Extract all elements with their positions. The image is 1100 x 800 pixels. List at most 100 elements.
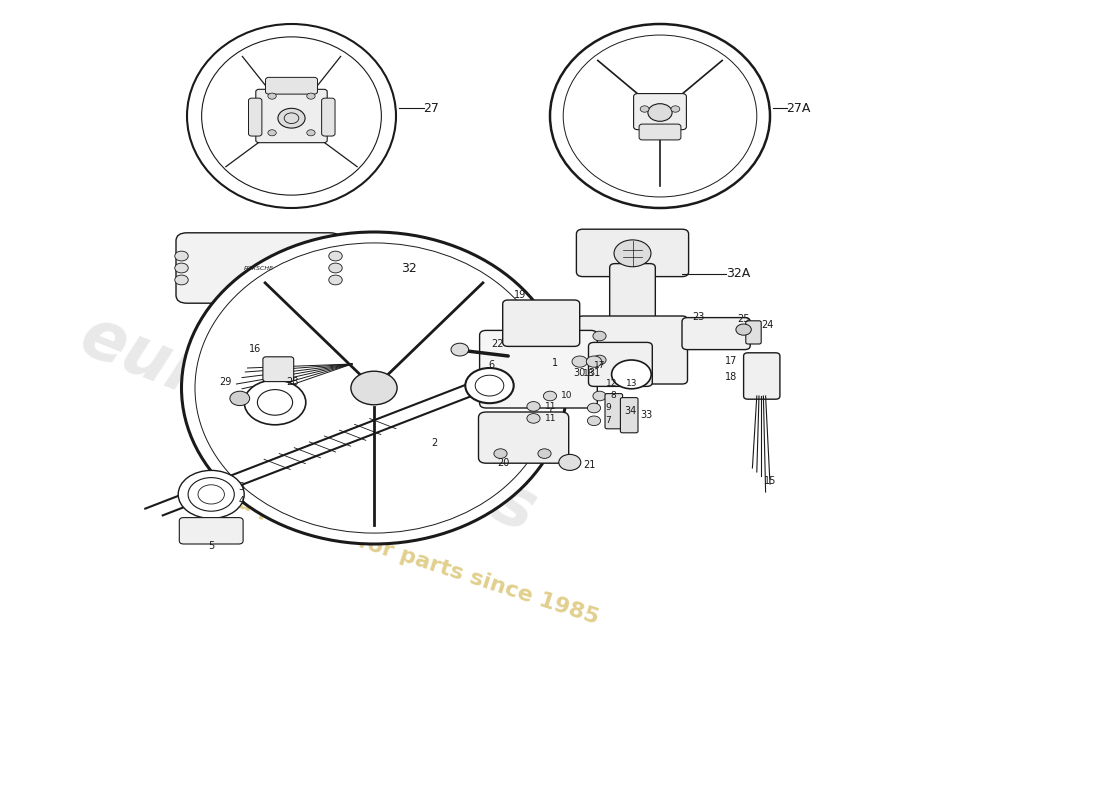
Circle shape xyxy=(587,416,601,426)
Circle shape xyxy=(543,391,557,401)
Circle shape xyxy=(587,403,601,413)
Text: 9: 9 xyxy=(605,403,610,413)
Circle shape xyxy=(268,93,276,99)
Circle shape xyxy=(648,104,672,122)
Circle shape xyxy=(559,454,581,470)
Text: PORSCHE: PORSCHE xyxy=(243,266,274,270)
Text: 4: 4 xyxy=(239,496,245,506)
Circle shape xyxy=(178,470,244,518)
Text: 11: 11 xyxy=(544,414,556,423)
Text: 2: 2 xyxy=(431,438,438,448)
Text: 12: 12 xyxy=(606,378,617,387)
FancyBboxPatch shape xyxy=(321,98,336,136)
FancyBboxPatch shape xyxy=(634,94,686,130)
Circle shape xyxy=(527,402,540,411)
FancyBboxPatch shape xyxy=(605,394,623,429)
FancyBboxPatch shape xyxy=(746,321,761,344)
FancyBboxPatch shape xyxy=(744,353,780,399)
Text: 7: 7 xyxy=(605,416,610,426)
FancyBboxPatch shape xyxy=(249,98,262,136)
Text: 34: 34 xyxy=(625,406,637,416)
Circle shape xyxy=(465,368,514,403)
FancyBboxPatch shape xyxy=(179,518,243,544)
Circle shape xyxy=(671,106,680,112)
Circle shape xyxy=(593,331,606,341)
Ellipse shape xyxy=(187,24,396,208)
Text: 18: 18 xyxy=(583,369,594,378)
Ellipse shape xyxy=(550,24,770,208)
Circle shape xyxy=(572,356,587,367)
Text: 23: 23 xyxy=(692,312,705,322)
Circle shape xyxy=(612,360,651,389)
Circle shape xyxy=(538,449,551,458)
Circle shape xyxy=(175,275,188,285)
Text: 22: 22 xyxy=(492,339,504,349)
FancyBboxPatch shape xyxy=(265,78,318,94)
Circle shape xyxy=(494,449,507,458)
Circle shape xyxy=(736,324,751,335)
FancyBboxPatch shape xyxy=(609,264,656,322)
Text: 31: 31 xyxy=(587,368,601,378)
Circle shape xyxy=(307,93,315,99)
Text: a passion for parts since 1985: a passion for parts since 1985 xyxy=(235,492,601,628)
Circle shape xyxy=(451,343,469,356)
FancyBboxPatch shape xyxy=(578,316,688,384)
Circle shape xyxy=(329,263,342,273)
FancyBboxPatch shape xyxy=(503,300,580,346)
Text: 24: 24 xyxy=(761,320,773,330)
Text: 27A: 27A xyxy=(786,102,811,114)
Circle shape xyxy=(244,380,306,425)
FancyBboxPatch shape xyxy=(588,342,652,386)
Text: 20: 20 xyxy=(497,458,510,469)
FancyBboxPatch shape xyxy=(480,330,597,408)
Text: 1: 1 xyxy=(552,358,559,368)
FancyBboxPatch shape xyxy=(682,318,750,350)
Text: 16: 16 xyxy=(249,344,262,354)
Text: 28: 28 xyxy=(286,377,298,387)
Circle shape xyxy=(593,391,606,401)
FancyBboxPatch shape xyxy=(620,398,638,433)
FancyBboxPatch shape xyxy=(176,233,341,303)
Text: 32A: 32A xyxy=(726,267,750,280)
Circle shape xyxy=(175,251,188,261)
Text: 5: 5 xyxy=(208,541,214,550)
Circle shape xyxy=(329,251,342,261)
Text: 11: 11 xyxy=(544,402,556,411)
Text: 3: 3 xyxy=(239,482,245,492)
Ellipse shape xyxy=(182,232,566,544)
Circle shape xyxy=(329,275,342,285)
Text: 27: 27 xyxy=(424,102,439,114)
FancyBboxPatch shape xyxy=(256,90,327,142)
Text: 32: 32 xyxy=(402,262,417,274)
Circle shape xyxy=(527,414,540,423)
Circle shape xyxy=(586,356,602,367)
FancyBboxPatch shape xyxy=(478,412,569,463)
Circle shape xyxy=(351,371,397,405)
Text: 10: 10 xyxy=(561,391,572,401)
Circle shape xyxy=(175,263,188,273)
Circle shape xyxy=(614,240,651,266)
Text: 18: 18 xyxy=(725,372,737,382)
FancyBboxPatch shape xyxy=(576,229,689,277)
Text: 17: 17 xyxy=(594,361,605,370)
Text: 15: 15 xyxy=(763,476,777,486)
Text: 8: 8 xyxy=(610,391,616,401)
Text: 33: 33 xyxy=(640,410,652,420)
FancyBboxPatch shape xyxy=(639,124,681,140)
Text: 29: 29 xyxy=(219,377,232,387)
Text: 19: 19 xyxy=(514,290,527,300)
Circle shape xyxy=(307,130,315,136)
Circle shape xyxy=(268,130,276,136)
Text: 21: 21 xyxy=(583,460,595,470)
Circle shape xyxy=(593,355,606,365)
Text: 25: 25 xyxy=(737,314,750,323)
Text: 13: 13 xyxy=(626,378,637,387)
Text: 17: 17 xyxy=(725,356,737,366)
Text: 6: 6 xyxy=(488,360,495,370)
Circle shape xyxy=(230,391,250,406)
FancyBboxPatch shape xyxy=(263,357,294,382)
Circle shape xyxy=(640,106,649,112)
Text: eurocarparts: eurocarparts xyxy=(70,302,546,546)
Circle shape xyxy=(278,108,305,128)
Text: 30: 30 xyxy=(573,368,586,378)
